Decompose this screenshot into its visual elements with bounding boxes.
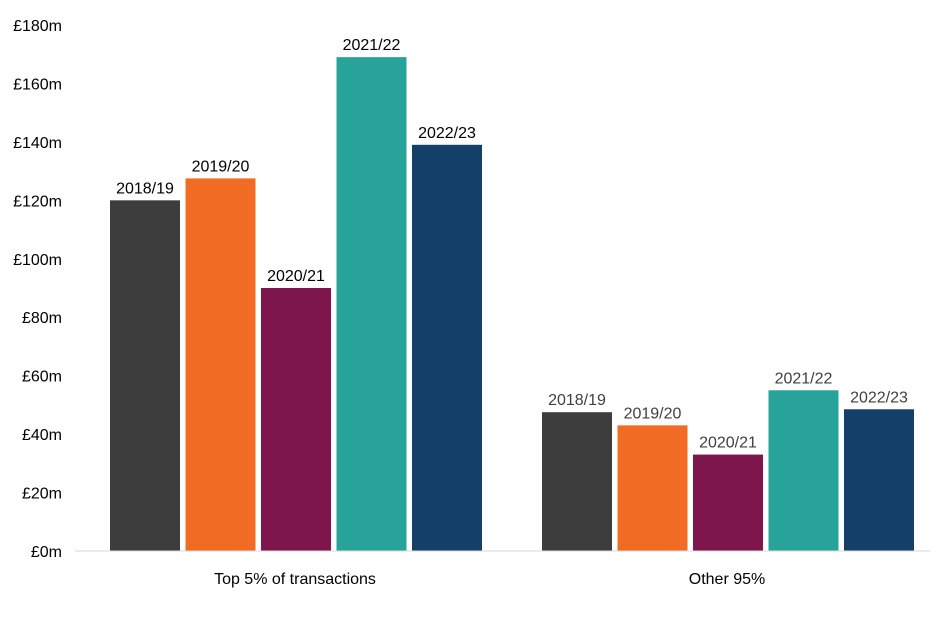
category-label-top-5: Top 5% of transactions (214, 571, 376, 588)
data-label-2020-21-group-1: 2020/21 (699, 435, 757, 452)
y-tick-label: £120m (13, 193, 62, 210)
y-tick-label: £180m (13, 18, 62, 35)
bar-2019-20-group-0 (185, 178, 256, 551)
bar-2018-19-group-0 (110, 200, 180, 552)
y-tick-label: £0m (31, 544, 62, 561)
bar-2019-20-group-1 (617, 425, 688, 551)
data-label-2021-22-group-0: 2021/22 (343, 37, 401, 54)
y-axis: £0m £20m £40m £60m £80m £100m £120m £140m £160m £… (13, 18, 62, 561)
x-axis: Top 5% of transactions Other 95% (75, 550, 930, 588)
data-label-2022-23-group-1: 2022/23 (850, 389, 908, 406)
bar-2022-23-group-1 (844, 409, 914, 551)
bars-group: 2018/19 2019/20 2020/21 2021/22 2022/23 2018/… (110, 37, 914, 552)
data-label-2018-19-group-1: 2018/19 (548, 392, 606, 409)
bar-2018-19-group-1 (542, 412, 612, 551)
bar-2021-22-group-1 (768, 390, 839, 551)
bar-2022-23-group-0 (412, 144, 482, 552)
category-label-other-95: Other 95% (689, 571, 765, 588)
y-tick-label: £160m (13, 76, 62, 93)
y-tick-label: £140m (13, 135, 62, 152)
data-label-2018-19-group-0: 2018/19 (116, 180, 174, 197)
y-tick-label: £80m (22, 310, 62, 327)
bar-2021-22-group-0 (336, 57, 407, 552)
y-tick-label: £40m (22, 427, 62, 444)
data-label-2020-21-group-0: 2020/21 (267, 268, 325, 285)
data-label-2019-20-group-1: 2019/20 (624, 405, 682, 422)
bar-2020-21-group-0 (261, 288, 331, 551)
y-tick-label: £20m (22, 486, 62, 503)
data-label-2022-23-group-0: 2022/23 (418, 125, 476, 142)
data-label-2019-20-group-0: 2019/20 (192, 158, 250, 175)
y-tick-label: £60m (22, 369, 62, 386)
data-label-2021-22-group-1: 2021/22 (775, 370, 833, 387)
y-tick-label: £100m (13, 252, 62, 269)
bar-2020-21-group-1 (693, 454, 763, 551)
